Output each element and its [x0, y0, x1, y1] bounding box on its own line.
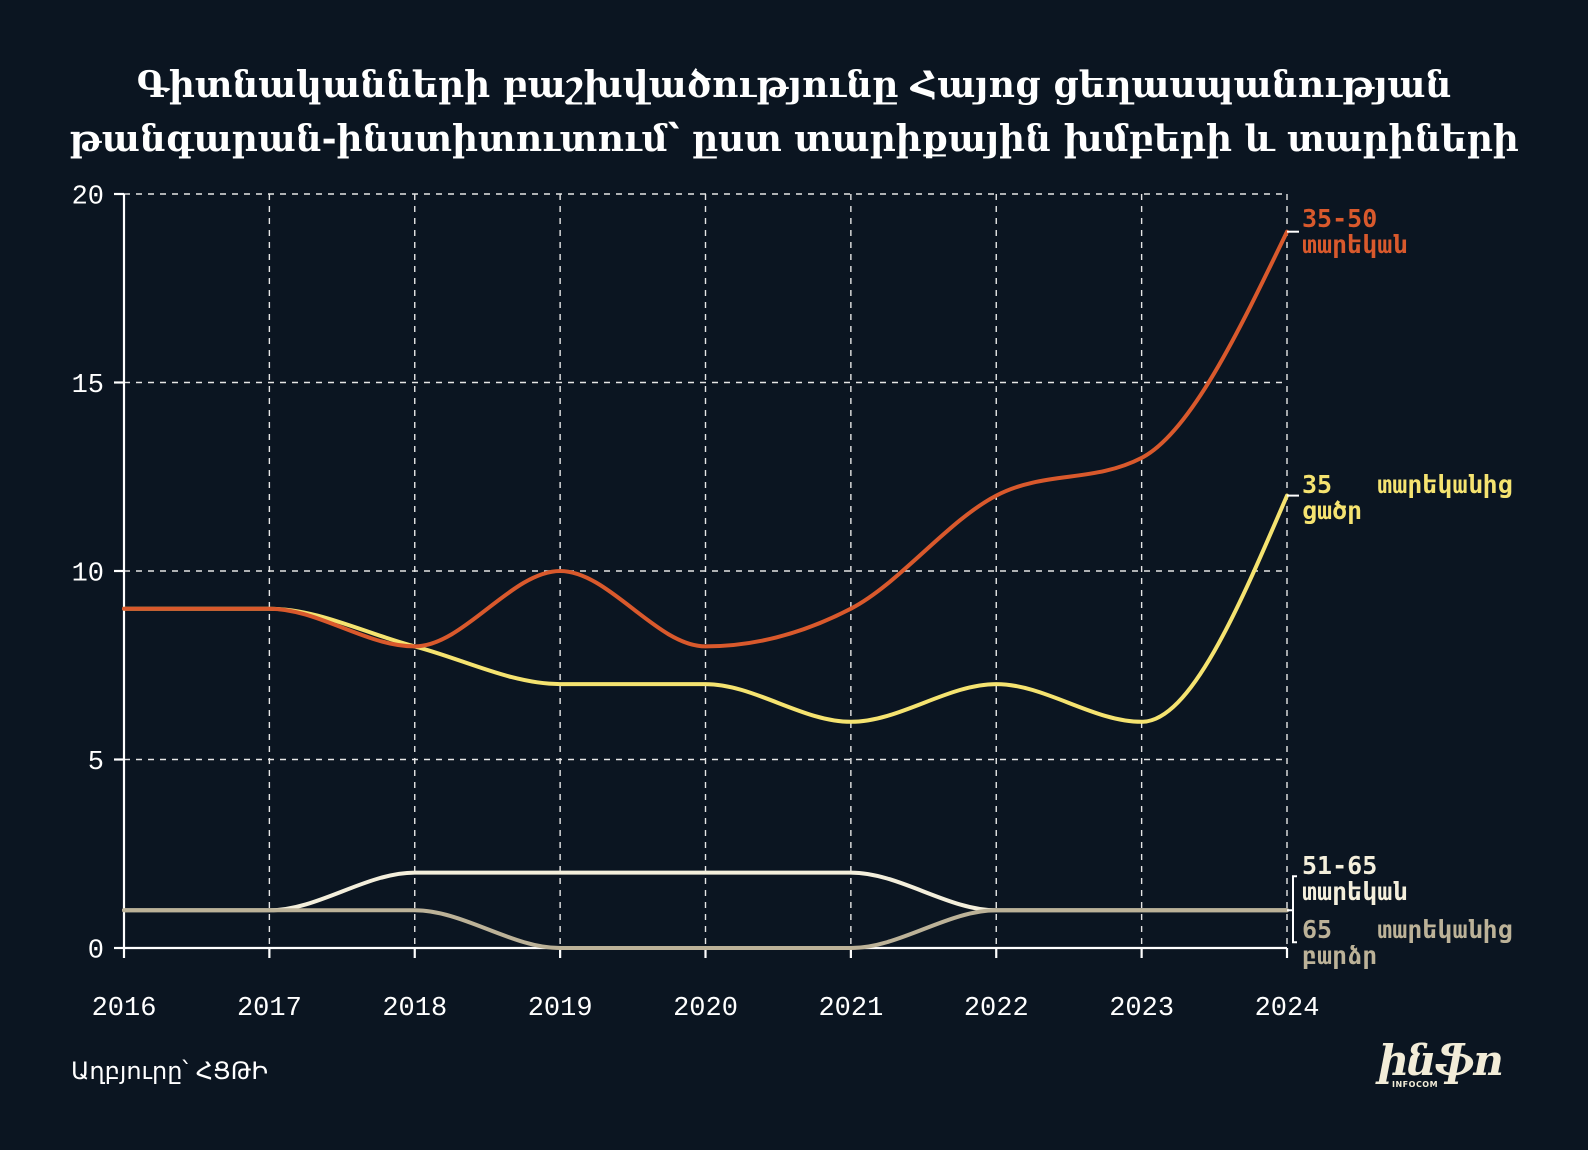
y-tick-label: 0: [88, 937, 104, 967]
x-tick-label: 2016: [92, 994, 157, 1024]
y-tick-label: 10: [72, 560, 104, 590]
x-tick-label: 2021: [818, 994, 883, 1024]
series-line-4: [122, 908, 1289, 951]
series-line-1: [122, 229, 1289, 649]
x-tick-label: 2020: [673, 994, 738, 1024]
x-tick-label: 2024: [1255, 994, 1320, 1024]
logo-subtext: INFOCOM: [1392, 1080, 1439, 1089]
x-tick-label: 2023: [1109, 994, 1174, 1024]
y-tick-label: 20: [72, 183, 104, 213]
x-tick-label: 2019: [528, 994, 593, 1024]
chart-title: Գիտնականների բաշխվածությունը Հայոց ցեղաս…: [69, 64, 1519, 160]
x-tick-label: 2017: [237, 994, 302, 1024]
series-label-over-65: 65 տարեկանից բարձր: [1302, 915, 1513, 970]
logo: ինֆո INFOCOM: [1378, 1038, 1518, 1090]
x-tick-label: 2022: [964, 994, 1029, 1024]
label-bracket: [1287, 875, 1297, 944]
x-tick-label: 2018: [382, 994, 447, 1024]
series-line-2: [122, 493, 1289, 724]
y-tick-label: 15: [72, 371, 104, 401]
logo-wordmark: ինֆո: [1378, 1036, 1504, 1085]
series-label-35-50: 35-50 տարեկան: [1302, 204, 1408, 259]
source-note: Աղբյուրը՝ ՀՑԹԻ: [71, 1057, 268, 1085]
series-label-51-65: 51-65 տարեկան: [1302, 851, 1408, 906]
series-label-under-35: 35 տարեկանից ցածր: [1302, 470, 1513, 525]
y-tick-label: 5: [88, 748, 104, 778]
